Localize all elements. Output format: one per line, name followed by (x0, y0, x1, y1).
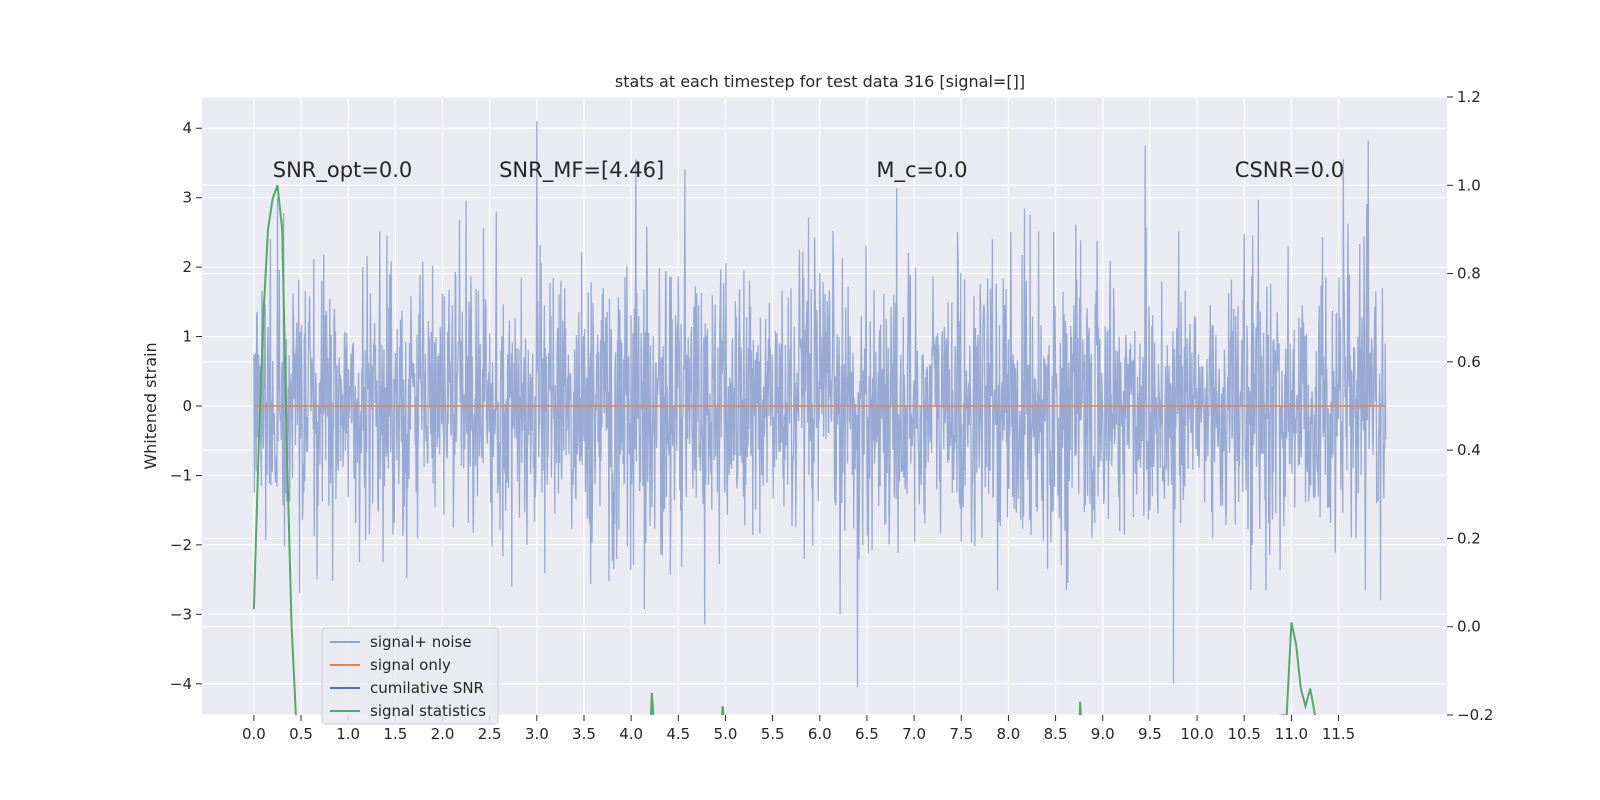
y2-tick-label: 0.6 (1457, 353, 1481, 371)
legend-box (321, 627, 499, 725)
legend-label: cumilative SNR (370, 679, 484, 697)
annotation-text: SNR_opt=0.0 (273, 158, 413, 183)
x-tick-label: 9.5 (1138, 725, 1162, 743)
y-tick-label: 4 (182, 119, 192, 137)
x-tick-label: 3.0 (525, 725, 549, 743)
y-tick-label: −1 (170, 466, 192, 484)
y2-tick-label: 1.2 (1457, 88, 1481, 106)
x-tick-label: 4.0 (619, 725, 643, 743)
y-tick-label: 1 (182, 328, 192, 346)
annotation-text: M_c=0.0 (876, 158, 967, 183)
y2-tick-label: 0.4 (1457, 441, 1481, 459)
x-tick-label: 11.0 (1275, 725, 1308, 743)
x-tick-label: 5.5 (761, 725, 785, 743)
y-tick-label: −3 (170, 605, 192, 623)
x-tick-label: 0.5 (289, 725, 313, 743)
y-tick-label: 0 (182, 397, 192, 415)
annotation-text: CSNR=0.0 (1235, 158, 1344, 182)
x-tick-label: 6.0 (808, 725, 832, 743)
x-tick-label: 1.0 (336, 725, 360, 743)
annotation-text: SNR_MF=[4.46] (499, 158, 664, 183)
y2-tick-label: −0.2 (1457, 706, 1493, 724)
y-tick-label: 2 (182, 258, 192, 276)
plot-data (252, 121, 1387, 715)
x-tick-label: 1.5 (383, 725, 407, 743)
x-axis-ticks: 0.0 0.5 1.0 1.5 2.0 2.5 3.0 3.5 4.0 4.5 5.0 5.5 6.0 6… (242, 715, 1355, 743)
right-axis: 1.2 1.0 0.8 0.6 0.4 0.2 0.0 −0.2 (1447, 88, 1493, 724)
x-tick-label: 8.5 (1044, 725, 1068, 743)
x-tick-label: 2.5 (478, 725, 502, 743)
x-tick-label: 10.0 (1180, 725, 1213, 743)
y-tick-label: 3 (182, 189, 192, 207)
x-tick-label: 0.0 (242, 725, 266, 743)
x-tick-label: 10.5 (1228, 725, 1261, 743)
series-signal-statistics-line (252, 184, 1317, 715)
y2-tick-label: 0.2 (1457, 529, 1481, 547)
x-tick-label: 4.5 (666, 725, 690, 743)
x-tick-label: 3.5 (572, 725, 596, 743)
y2-tick-label: 1.0 (1457, 176, 1481, 194)
x-tick-label: 9.0 (1091, 725, 1115, 743)
y2-tick-label: 0.8 (1457, 265, 1481, 283)
x-tick-label: 11.5 (1322, 725, 1355, 743)
y-tick-label: −4 (170, 675, 192, 693)
chart-legend: signal+ noise signal only cumilative SNR si… (321, 627, 499, 725)
y2-tick-label: 0.0 (1457, 618, 1481, 636)
y-tick-label: −2 (170, 536, 192, 554)
x-tick-label: 7.0 (902, 725, 926, 743)
legend-label: signal+ noise (370, 633, 472, 651)
x-tick-label: 6.5 (855, 725, 879, 743)
legend-label: signal statistics (370, 702, 486, 720)
y-axis-label: Whitened strain (141, 342, 160, 469)
x-tick-label: 2.0 (431, 725, 455, 743)
x-tick-label: 7.5 (949, 725, 973, 743)
legend-label: signal only (370, 656, 451, 674)
x-tick-label: 8.0 (996, 725, 1020, 743)
annotations: SNR_opt=0.0 SNR_MF=[4.46] M_c=0.0 CSNR=0.0 (273, 158, 1344, 183)
chart-title: stats at each timestep for test data 316… (615, 72, 1025, 91)
x-tick-label: 5.0 (714, 725, 738, 743)
series-signal-noise-line (253, 121, 1387, 688)
y-axis-ticks: 4 3 2 1 0 −1 −2 −3 −4 (170, 119, 202, 693)
